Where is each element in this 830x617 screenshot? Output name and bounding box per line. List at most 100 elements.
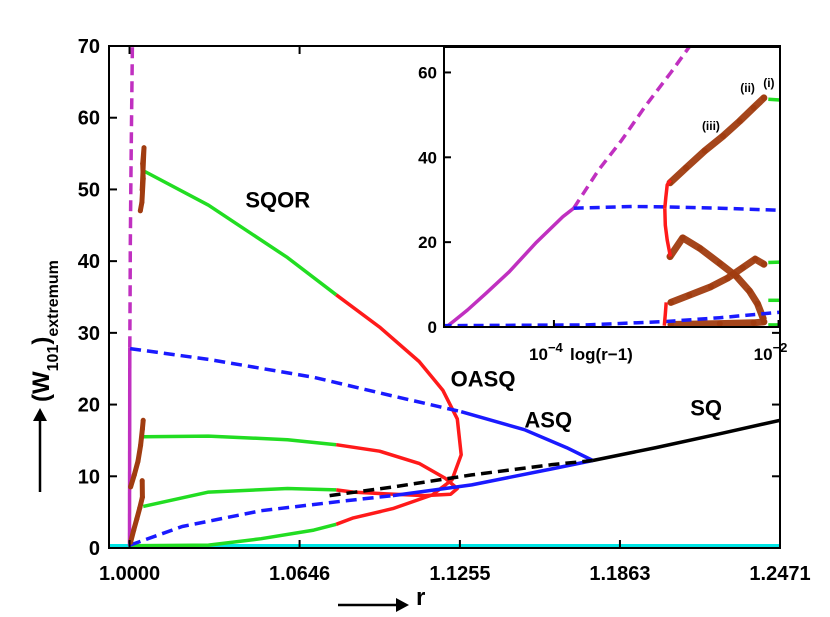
series-inset-magenta-solid — [445, 206, 575, 327]
series-black-dashed — [329, 458, 593, 498]
inset-y-tick-label: 20 — [418, 233, 437, 252]
y-tick-label: 30 — [78, 323, 100, 345]
point-brown-upper-3 — [140, 161, 146, 167]
point-brown-upper-2 — [140, 176, 146, 182]
point-inset-brown-up-4 — [736, 118, 743, 125]
series-mid-green — [143, 434, 337, 447]
point-brown-low-2 — [134, 516, 140, 522]
series-blue-solid-upper — [460, 410, 594, 463]
point-inset-brown-up-5 — [750, 104, 757, 111]
point-inset-brown-floor-1 — [716, 320, 723, 327]
inset-annotations: (iii) (ii) (i) — [702, 76, 775, 133]
inset-y-tick-label: 60 — [418, 63, 437, 82]
y-axis-label-group: (W101)extremum — [28, 260, 62, 492]
y-tick-label: 0 — [89, 538, 100, 560]
point-inset-brown-rise-4 — [739, 264, 746, 271]
region-labels: SQOR OASQ ASQ SQ — [245, 187, 722, 432]
x-axis-label: r — [416, 584, 425, 611]
y-axis-label: (W101)extremum — [28, 260, 62, 402]
y-axis-label-close: ) — [28, 337, 55, 345]
inset-y-tick-label: 40 — [418, 148, 437, 167]
y-tick-label: 70 — [78, 36, 100, 58]
main-ticks: 1.0000 1.0646 1.1255 1.1863 1.2471 0 10 20 30 40 5… — [78, 36, 811, 585]
point-inset-brown-floor-3 — [760, 318, 767, 325]
series-blue-solid-lower — [392, 458, 594, 498]
inset-ticks: 0 20 40 60 10−4 10−2 — [418, 63, 787, 364]
cluster-brown-low — [128, 480, 145, 543]
x-tick-label: 1.0000 — [99, 563, 160, 585]
region-label-asq: ASQ — [524, 408, 572, 433]
x-tick-label: 1.0646 — [269, 563, 330, 585]
inset-x-tick-label: 10−2 — [754, 340, 788, 364]
point-inset-brown-down-6 — [754, 300, 761, 307]
y-tick-label: 40 — [78, 251, 100, 273]
series-inset-red-bottom — [662, 302, 668, 326]
inset-annotation: (iii) — [702, 119, 720, 133]
series-black-solid — [592, 418, 780, 463]
inset-y-tick-label: 0 — [428, 318, 437, 337]
point-brown-upper-4 — [141, 145, 147, 151]
point-brown-upper-5 — [139, 187, 145, 193]
series-inset-red-lower — [663, 208, 673, 257]
y-tick-label: 60 — [78, 108, 100, 130]
point-inset-brown-rise-5 — [752, 256, 759, 263]
main-plot-area — [109, 46, 780, 548]
series-inset-green-1 — [768, 97, 780, 102]
band-inset-brown-floor — [667, 318, 768, 327]
inset-plot-area — [444, 47, 780, 327]
series-magenta-dashed — [128, 46, 135, 348]
point-brown-mid-5 — [140, 417, 146, 423]
y-axis-label-main: (W — [28, 371, 55, 402]
inset-axes-frame — [443, 46, 781, 328]
point-inset-brown-down-2 — [697, 245, 704, 252]
point-inset-brown-rise-3 — [724, 275, 731, 282]
series-upper-green — [143, 169, 338, 297]
series-bottom-green — [129, 522, 337, 548]
series-inset-magenta-dashed — [572, 47, 691, 210]
x-tick-label: 1.1255 — [429, 563, 490, 585]
point-inset-brown-down-5 — [746, 287, 753, 294]
point-inset-brown-rise-0 — [667, 299, 674, 306]
series-inset-red-upper — [663, 179, 672, 209]
x-axis-arrowhead — [396, 598, 409, 612]
y-tick-label: 20 — [78, 395, 100, 417]
series-blue-dashed-lower — [129, 493, 393, 547]
region-label-sq: SQ — [690, 395, 722, 420]
series-upper-red — [335, 293, 463, 526]
point-brown-upper-0 — [137, 208, 143, 214]
point-brown-mid-4 — [139, 426, 145, 432]
x-tick-label: 1.1863 — [589, 563, 650, 585]
region-label-sqor: SQOR — [245, 187, 310, 212]
y-tick-label: 10 — [78, 466, 100, 488]
point-brown-low-3 — [137, 505, 143, 511]
point-brown-low-5 — [139, 478, 145, 484]
point-inset-brown-rise-2 — [707, 283, 714, 290]
y-tick-label: 50 — [78, 179, 100, 201]
point-brown-mid-1 — [131, 472, 137, 478]
point-inset-brown-up-3 — [720, 133, 726, 140]
x-tick-label: 1.2471 — [749, 563, 810, 585]
y-axis-label-sub: 101 — [45, 345, 62, 372]
point-brown-mid-3 — [138, 442, 144, 448]
series-low-green — [142, 486, 337, 509]
y-axis-label-sub2: extremum — [45, 260, 62, 336]
point-inset-brown-down-1 — [679, 234, 686, 241]
point-inset-brown-up-2 — [701, 147, 708, 154]
point-brown-low-4 — [139, 494, 145, 500]
point-inset-brown-down-3 — [716, 260, 723, 267]
inset-x-axis-label: log(r−1) — [570, 345, 633, 364]
point-inset-brown-floor-2 — [750, 319, 757, 326]
series-inset-blue-upper — [573, 204, 780, 213]
point-inset-brown-up-1 — [683, 164, 689, 171]
point-inset-brown-rise-6 — [760, 261, 767, 268]
inset-x-tick-label: 10−4 — [529, 340, 564, 364]
region-label-oasq: OASQ — [451, 367, 516, 392]
inset-annotation: (ii) — [740, 81, 755, 95]
series-mid-red — [335, 442, 460, 498]
point-brown-mid-0 — [128, 484, 134, 490]
series-blue-dashed-upper — [129, 346, 462, 414]
x-axis-label-group: r — [338, 584, 425, 612]
point-brown-mid-2 — [135, 458, 141, 464]
point-brown-low-1 — [131, 527, 137, 533]
